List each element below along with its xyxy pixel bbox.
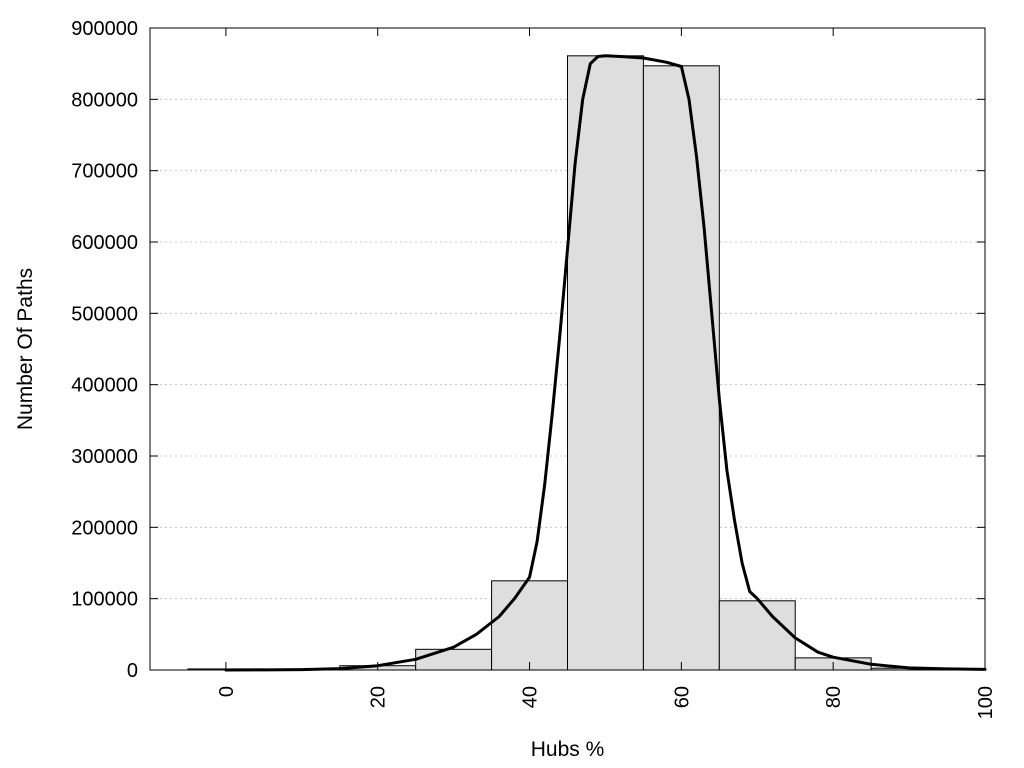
grid-lines [150, 98, 985, 600]
y-tick-label: 300000 [71, 446, 138, 468]
y-tick-label: 0 [127, 660, 138, 682]
y-tick-label: 100000 [71, 589, 138, 611]
y-tick-label: 900000 [71, 18, 138, 40]
histogram-bar [567, 55, 644, 671]
histogram-bar [415, 648, 493, 671]
histogram-bars [187, 55, 948, 671]
histogram-bar [718, 600, 796, 671]
x-tick-label: 100 [975, 686, 997, 719]
histogram-bar [491, 580, 568, 671]
y-tick-label: 800000 [71, 89, 138, 111]
x-tick-label: 60 [671, 686, 693, 708]
plot-frame [149, 27, 986, 671]
y-axis-title: Number Of Paths [14, 268, 37, 430]
y-tick-label: 500000 [71, 303, 138, 325]
x-axis-title: Hubs % [531, 738, 605, 761]
y-tick-label: 700000 [71, 161, 138, 183]
fit-curve-line [224, 54, 987, 672]
fit-curve [224, 54, 987, 672]
x-tick-label: 40 [520, 686, 542, 708]
y-tick-label: 600000 [71, 232, 138, 254]
y-tick-label: 400000 [71, 375, 138, 397]
y-tick-label: 200000 [71, 517, 138, 539]
x-tick-label: 20 [368, 686, 390, 708]
x-tick-label: 80 [823, 686, 845, 708]
y-axis: 0 100000 200000 300000 400000 500000 600000 700… [71, 18, 985, 682]
x-tick-label: 0 [216, 686, 238, 697]
x-axis: 0 20 40 60 80 100 [216, 28, 997, 719]
histogram-bar [642, 65, 720, 671]
